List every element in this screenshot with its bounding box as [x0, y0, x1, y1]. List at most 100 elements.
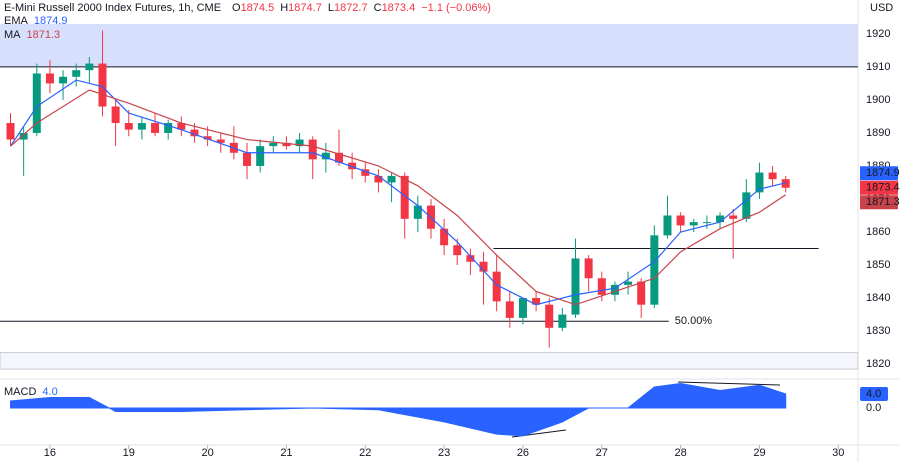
ohlc-value: 1874.7 [288, 2, 322, 14]
zone [0, 352, 859, 370]
candle-body [755, 172, 764, 193]
candle-body [413, 205, 422, 219]
price-badge-label: 1871.3 [866, 196, 900, 208]
candle-body [584, 258, 593, 279]
candle-body [243, 152, 252, 166]
ohlc-change: −1.1 (−0.06%) [421, 2, 491, 14]
x-tick-label: 22 [359, 447, 371, 459]
x-tick-label: 23 [438, 447, 450, 459]
ohlc-value: 1872.7 [334, 2, 368, 14]
macd-legend: MACD 4.0 [4, 386, 58, 398]
candle-body [532, 298, 541, 305]
candle-body [256, 146, 265, 166]
macd-trendline [677, 381, 781, 386]
x-tick-label: 26 [517, 447, 529, 459]
candle-body [282, 142, 291, 147]
macd-badge [860, 386, 888, 401]
x-tick-label: 30 [832, 447, 844, 459]
macd-badge-label: 4.0 [866, 388, 881, 400]
candle-body [624, 281, 633, 285]
candle-body [505, 301, 514, 318]
candle-body [216, 139, 225, 143]
candle-body [545, 304, 554, 328]
y-tick-label: 1890 [866, 127, 890, 139]
y-tick-label: 1920 [866, 28, 890, 40]
ema-legend-name: EMA [4, 15, 29, 27]
currency: USD [870, 2, 893, 14]
y-tick-label: 1850 [866, 259, 890, 271]
x-tick-label: 20 [201, 447, 213, 459]
candle-body [768, 172, 777, 180]
ma-line [10, 89, 787, 306]
x-tick-label: 21 [280, 447, 292, 459]
x-tick-label: 28 [674, 447, 686, 459]
candle-body [124, 123, 133, 130]
candle-body [597, 278, 606, 295]
candle-body [190, 129, 199, 137]
candle-body [151, 123, 160, 133]
candle-body [321, 152, 330, 160]
candle-body [518, 298, 527, 318]
candle-body [59, 76, 68, 84]
candle-body [637, 281, 646, 305]
price-badge [860, 180, 898, 195]
y-tick-label: 1840 [866, 292, 890, 304]
ohlc-header: O1874.5 H1874.7 L1872.7 C1873.4 −1.1 (−0.06%… [232, 2, 491, 14]
candle-body [72, 70, 81, 77]
x-tick-label: 29 [753, 447, 765, 459]
price-badge [860, 166, 898, 181]
zone [0, 23, 858, 67]
candle-body [361, 169, 370, 176]
y-tick-label: 1830 [866, 325, 890, 337]
candle-body [295, 139, 304, 147]
level-label: 50.00% [675, 315, 713, 327]
candle-body [610, 284, 619, 295]
ma-legend-name: MA [4, 29, 21, 41]
x-tick-label: 19 [123, 447, 135, 459]
price-badge [860, 195, 898, 210]
macd-legend-name: MACD [4, 386, 36, 398]
candle-body [781, 179, 790, 188]
candle-body [387, 175, 396, 183]
candle-body [45, 73, 54, 84]
candle-body [374, 175, 383, 183]
candle-body [702, 222, 711, 224]
candle-body [558, 314, 567, 328]
candle-body [650, 235, 659, 305]
chart-title: E-Mini Russell 2000 Index Futures, 1h, C… [4, 2, 221, 14]
ohlc-value: 1874.5 [241, 2, 275, 14]
y-tick-label: 1900 [866, 94, 890, 106]
ohlc-label: C [374, 2, 382, 14]
candle-body [663, 215, 672, 236]
x-tick-label: 27 [596, 447, 608, 459]
candle-body [177, 123, 186, 130]
candle-body [689, 222, 698, 226]
candle-body [203, 136, 212, 140]
ema-legend: EMA 1874.9 [4, 15, 68, 27]
macd-area [10, 382, 787, 437]
ma-legend: MA 1871.3 [4, 29, 60, 41]
candle-body [137, 123, 146, 130]
candle-body [676, 215, 685, 226]
macd-tick-label: 0.0 [866, 402, 881, 414]
candle-body [85, 63, 94, 71]
candle-body [19, 132, 28, 140]
candle-body [269, 142, 278, 147]
macd-legend-value: 4.0 [42, 386, 57, 398]
ohlc-label: L [328, 2, 334, 14]
candle-body [164, 123, 173, 133]
candle-body [716, 215, 725, 223]
candle-body [348, 162, 357, 170]
candle-body [729, 215, 738, 219]
candle-body [492, 271, 501, 302]
ohlc-label: H [280, 2, 288, 14]
ema-line [10, 79, 786, 306]
candle-body [6, 123, 15, 140]
y-tick-label: 1910 [866, 61, 890, 73]
candle-body [111, 106, 120, 124]
candle-body [466, 255, 475, 262]
candle-body [308, 139, 317, 160]
candle-body [742, 192, 751, 219]
ohlc-value: 1873.4 [382, 2, 416, 14]
